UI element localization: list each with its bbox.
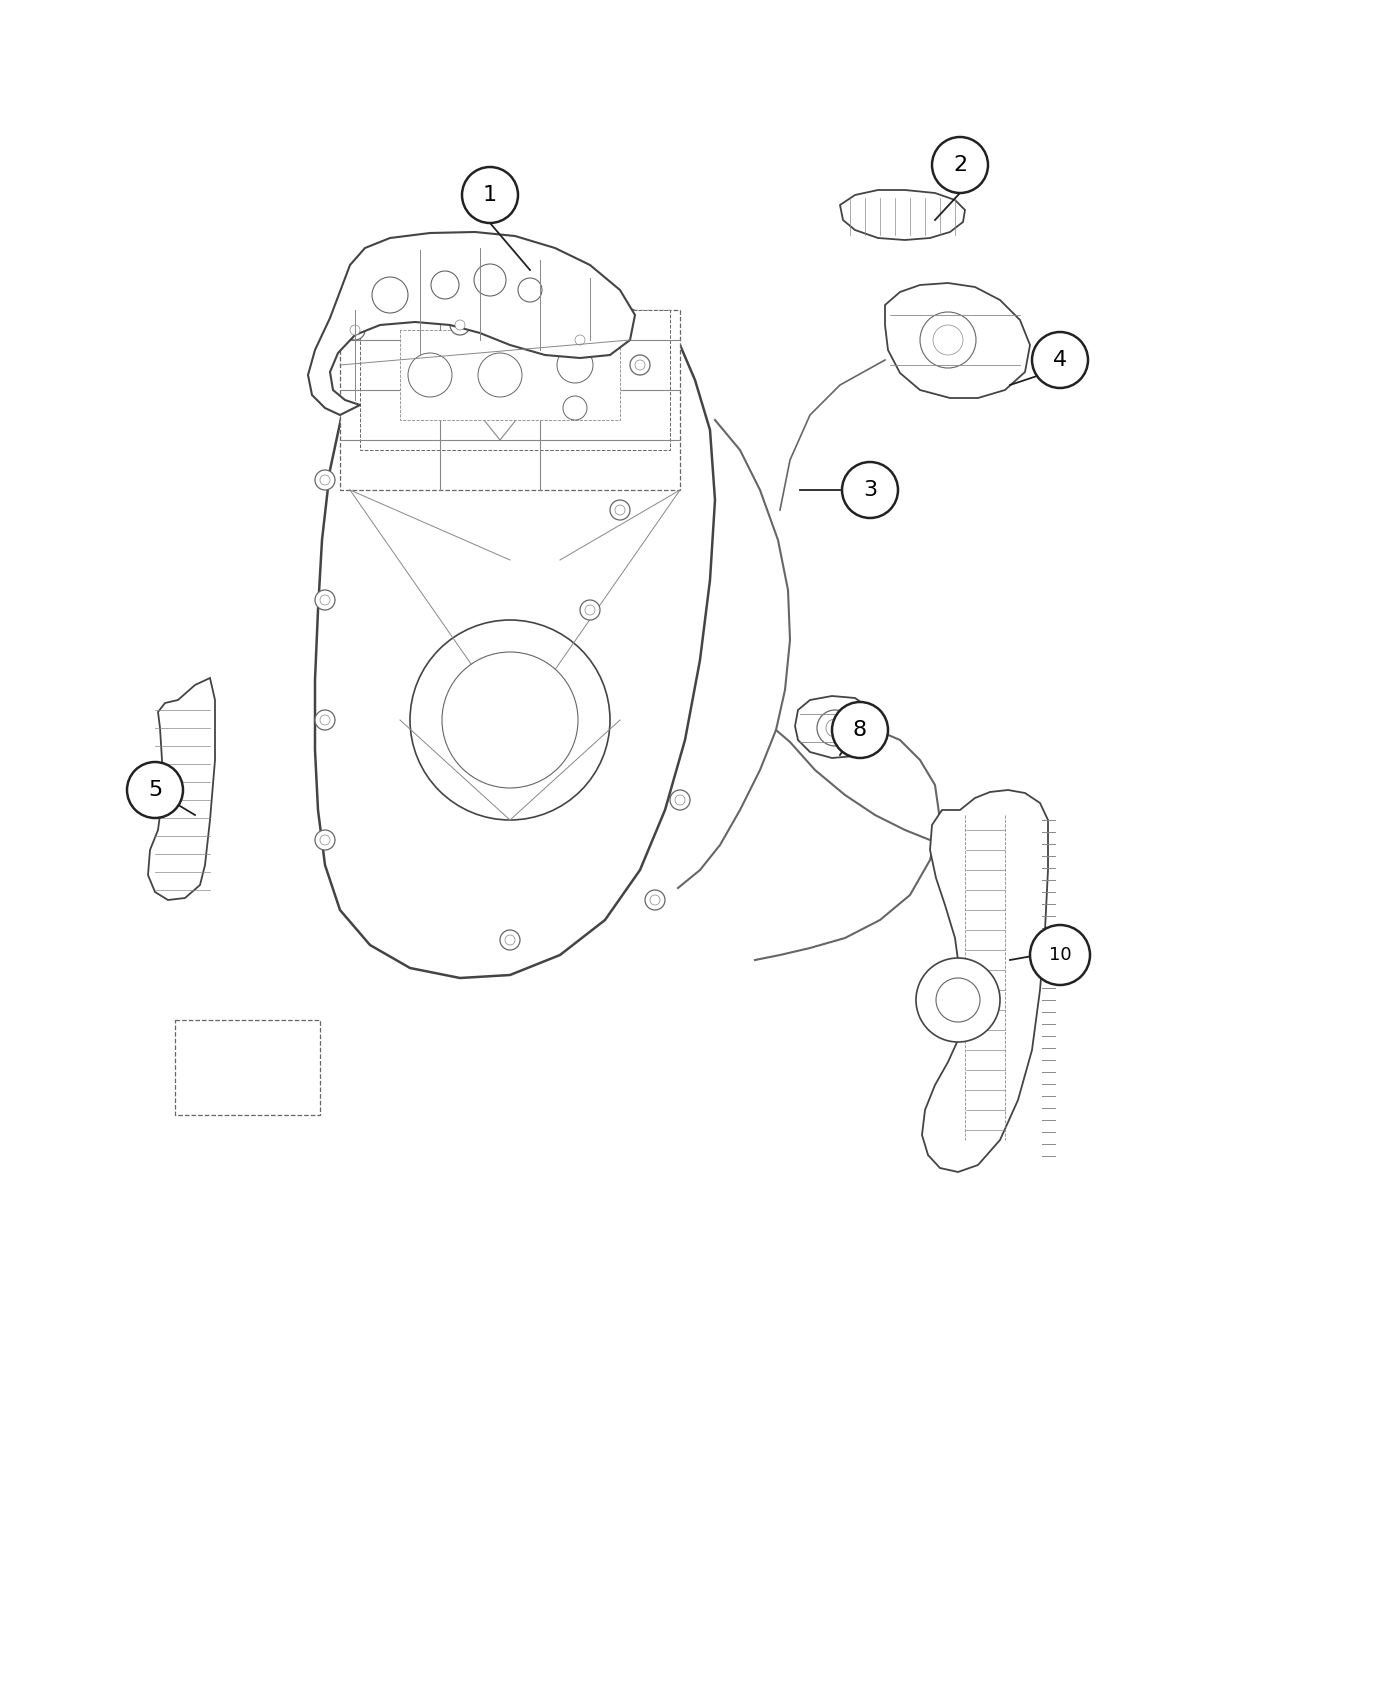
Text: 5: 5 bbox=[148, 780, 162, 801]
Circle shape bbox=[462, 167, 518, 223]
Circle shape bbox=[321, 716, 330, 724]
Circle shape bbox=[315, 469, 335, 490]
Circle shape bbox=[475, 264, 505, 296]
Polygon shape bbox=[148, 678, 216, 899]
Circle shape bbox=[477, 354, 522, 398]
Polygon shape bbox=[360, 309, 671, 450]
Circle shape bbox=[410, 620, 610, 819]
Circle shape bbox=[570, 330, 589, 350]
Circle shape bbox=[615, 505, 624, 515]
Circle shape bbox=[575, 335, 585, 345]
Circle shape bbox=[630, 355, 650, 376]
Text: 10: 10 bbox=[1049, 945, 1071, 964]
Polygon shape bbox=[308, 231, 636, 415]
Text: 1: 1 bbox=[483, 185, 497, 206]
Polygon shape bbox=[340, 309, 680, 490]
Circle shape bbox=[315, 830, 335, 850]
Circle shape bbox=[932, 138, 988, 194]
Circle shape bbox=[636, 360, 645, 371]
Circle shape bbox=[650, 894, 659, 904]
Circle shape bbox=[920, 313, 976, 367]
Circle shape bbox=[455, 320, 465, 330]
Circle shape bbox=[407, 354, 452, 398]
Circle shape bbox=[321, 835, 330, 845]
Circle shape bbox=[645, 891, 665, 910]
Text: 4: 4 bbox=[1053, 350, 1067, 371]
Polygon shape bbox=[795, 695, 878, 758]
Circle shape bbox=[937, 977, 980, 1022]
Circle shape bbox=[1032, 332, 1088, 388]
Circle shape bbox=[449, 314, 470, 335]
Polygon shape bbox=[885, 282, 1030, 398]
Circle shape bbox=[350, 325, 360, 335]
Polygon shape bbox=[400, 330, 620, 420]
Circle shape bbox=[344, 320, 365, 340]
Text: 3: 3 bbox=[862, 479, 876, 500]
Circle shape bbox=[321, 474, 330, 484]
Circle shape bbox=[431, 270, 459, 299]
Polygon shape bbox=[315, 287, 715, 977]
Circle shape bbox=[315, 711, 335, 729]
Bar bbox=[175, 1020, 321, 1115]
Circle shape bbox=[818, 711, 853, 746]
Circle shape bbox=[372, 277, 407, 313]
Circle shape bbox=[321, 595, 330, 605]
Circle shape bbox=[832, 702, 888, 758]
Circle shape bbox=[675, 796, 685, 806]
Circle shape bbox=[505, 935, 515, 945]
Circle shape bbox=[580, 600, 601, 620]
Polygon shape bbox=[840, 190, 965, 240]
Circle shape bbox=[518, 279, 542, 303]
Text: 8: 8 bbox=[853, 721, 867, 740]
Circle shape bbox=[315, 590, 335, 610]
Circle shape bbox=[585, 605, 595, 615]
Circle shape bbox=[127, 762, 183, 818]
Circle shape bbox=[610, 500, 630, 520]
Circle shape bbox=[1030, 925, 1091, 984]
Text: 2: 2 bbox=[953, 155, 967, 175]
Circle shape bbox=[841, 462, 897, 518]
Circle shape bbox=[671, 790, 690, 809]
Circle shape bbox=[916, 959, 1000, 1042]
Circle shape bbox=[557, 347, 594, 382]
Circle shape bbox=[563, 396, 587, 420]
Circle shape bbox=[500, 930, 519, 950]
Circle shape bbox=[826, 719, 844, 738]
Circle shape bbox=[932, 325, 963, 355]
Polygon shape bbox=[923, 790, 1049, 1171]
Circle shape bbox=[442, 653, 578, 789]
